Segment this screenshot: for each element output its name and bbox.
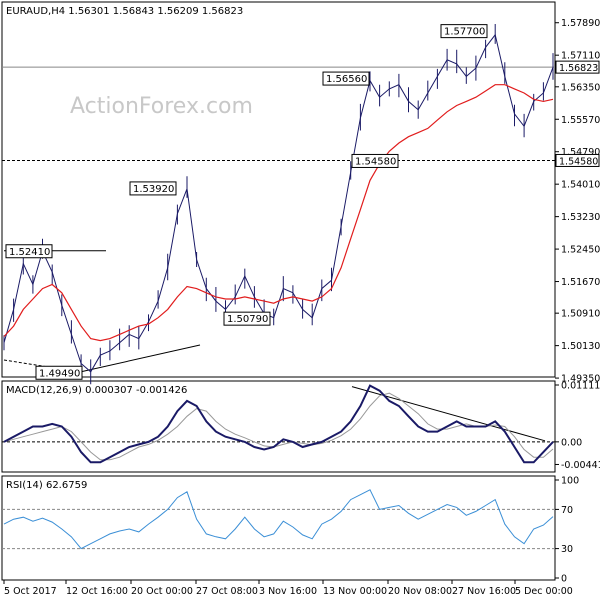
macd-y-tick-label: 0.011111 <box>561 380 600 391</box>
price-y-tick-label: 1.50910 <box>561 309 600 320</box>
price-annotation-box <box>351 153 399 168</box>
price-y-tick-label: 1.49350 <box>561 374 600 385</box>
macd-trendline <box>351 386 546 442</box>
price-annotation: 1.54580 <box>351 153 399 168</box>
macd-y-tick-label: 0.00 <box>561 437 582 448</box>
rsi-y-tick-label: 100 <box>561 476 579 487</box>
price-y-tick-label: 1.54010 <box>561 180 600 191</box>
price-y-tick-label: 1.52450 <box>561 245 600 256</box>
price-y-tick-label: 1.57890 <box>561 18 600 29</box>
macd-line <box>3 384 554 464</box>
rsi-panel-frame <box>1 475 556 581</box>
macd-signal-line <box>3 392 554 461</box>
rsi-layer <box>2 489 555 550</box>
price-annotation-box <box>35 365 83 380</box>
x-tick-label: 13 Nov 00:00 <box>323 586 387 597</box>
x-tick-label: 20 Nov 08:00 <box>388 586 452 597</box>
x-tick-label: 3 Nov 16:00 <box>259 586 317 597</box>
price-marker: 1.54580 <box>555 153 600 167</box>
rsi-y-tick-label: 30 <box>561 544 573 555</box>
price-y-tick-label: 1.50130 <box>561 341 600 352</box>
price-support-trendline <box>79 344 201 373</box>
price-marker: 1.56823 <box>555 60 600 74</box>
price-support-trendline-ext <box>3 359 81 373</box>
price-annotation: 1.57700 <box>440 24 488 39</box>
price-annotation: 1.50790 <box>223 311 271 326</box>
price-line <box>3 33 554 373</box>
macd-layer <box>2 384 555 464</box>
price-marker-label: 1.56823 <box>559 63 598 74</box>
price-y-tick-label: 1.55570 <box>561 115 600 126</box>
rsi-panel-header: RSI(14) 62.6759 <box>6 480 87 491</box>
x-tick-label: 5 Oct 2017 <box>4 586 57 597</box>
price-annotation-label: 1.50790 <box>227 314 268 325</box>
price-annotation-label: 1.49490 <box>39 368 80 379</box>
price-marker-box <box>555 60 600 74</box>
price-marker-label: 1.54580 <box>559 156 598 167</box>
price-panel-frame <box>1 1 556 378</box>
price-y-tick-label: 1.54790 <box>561 147 600 158</box>
rsi-y-tick-label: 70 <box>561 505 573 516</box>
price-y-tick-label: 1.57110 <box>561 51 600 62</box>
x-tick-label: 27 Nov 16:00 <box>452 586 516 597</box>
axis-layer: 1.57890 1.57110 1.56350 1.55570 1.54790 1.540… <box>3 18 600 597</box>
macd-panel-frame <box>1 380 556 473</box>
price-marker-box <box>555 153 600 167</box>
price-annotation: 1.56560 <box>322 71 370 86</box>
macd-y-tick-label: -0.004419 <box>561 460 600 471</box>
price-annotation-box <box>322 71 370 86</box>
x-tick-label: 12 Oct 16:00 <box>66 586 128 597</box>
price-annotation-label: 1.56560 <box>326 74 367 85</box>
moving-average-line <box>3 84 554 342</box>
rsi-line <box>3 489 554 550</box>
price-bars <box>3 24 554 385</box>
x-tick-label: 27 Oct 08:00 <box>196 586 258 597</box>
price-annotation: 1.52410 <box>5 244 53 259</box>
x-tick-label: 5 Dec 00:00 <box>515 586 573 597</box>
price-annotation-box <box>5 244 53 259</box>
price-annotation-label: 1.57700 <box>444 27 485 38</box>
price-annotation: 1.49490 <box>35 365 83 380</box>
x-tick-label: 20 Oct 00:00 <box>131 586 193 597</box>
price-y-tick-label: 1.53230 <box>561 212 600 223</box>
price-annotation: 1.53920 <box>129 181 177 196</box>
macd-panel-header: MACD(12,26,9) 0.000307 -0.001426 <box>6 385 187 396</box>
price-y-tick-label: 1.51670 <box>561 277 600 288</box>
price-annotation-label: 1.53920 <box>133 184 174 195</box>
rsi-y-tick-label: 0 <box>561 574 567 585</box>
price-layer: 1.52410 1.49490 1.53920 1.50790 1.56560 1.545… <box>2 24 555 385</box>
price-annotation-box <box>440 24 488 39</box>
price-annotation-label: 1.54580 <box>355 156 396 167</box>
price-y-tick-label: 1.56350 <box>561 82 600 93</box>
price-annotation-box <box>129 181 177 196</box>
price-annotation-label: 1.52410 <box>9 247 50 258</box>
price-panel-header: EURAUD,H4 1.56301 1.56843 1.56209 1.5682… <box>6 6 243 17</box>
price-annotation-box <box>223 311 271 326</box>
watermark: ActionForex.com <box>70 94 253 119</box>
